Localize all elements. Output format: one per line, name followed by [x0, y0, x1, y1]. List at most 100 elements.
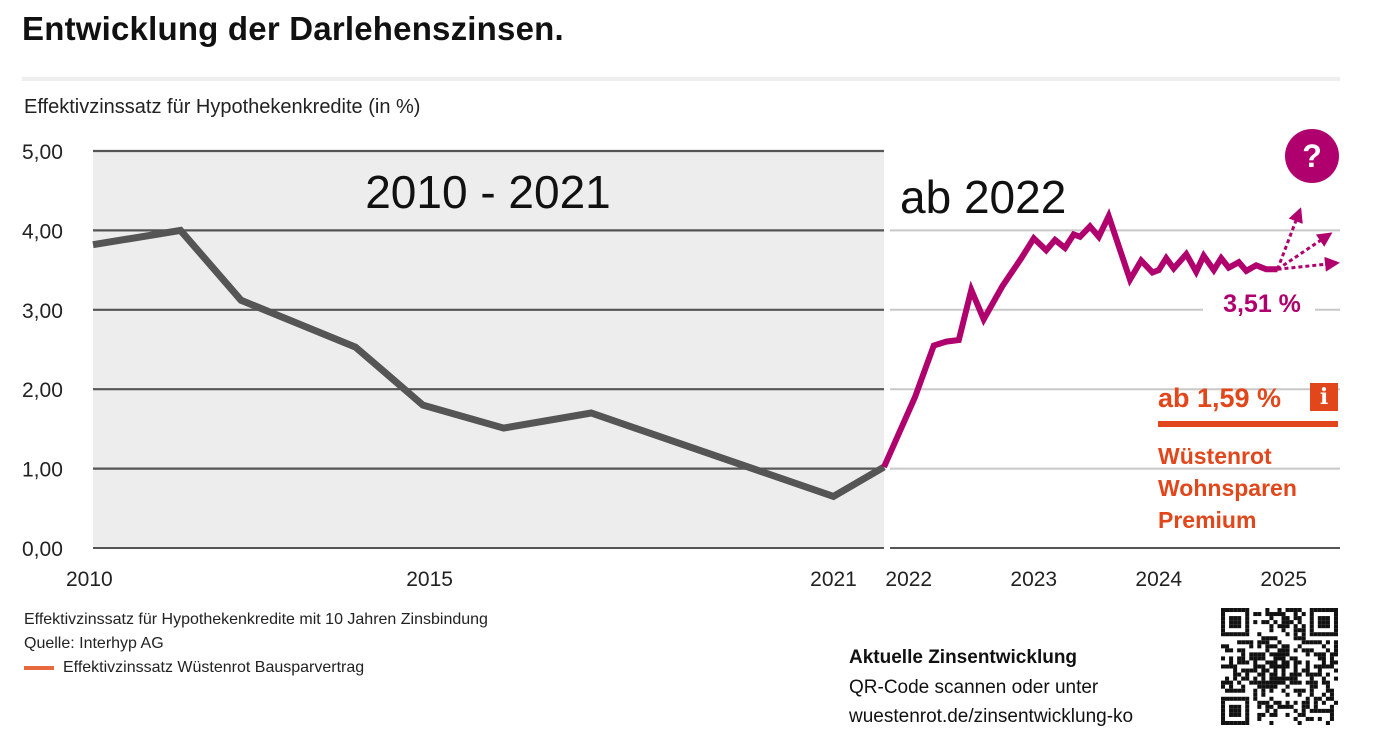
qr-module [1321, 660, 1326, 665]
qr-module [1321, 624, 1326, 629]
qr-module [1265, 636, 1270, 641]
end-value-label-bg [1203, 285, 1315, 319]
qr-module [1329, 716, 1334, 721]
qr-module [1309, 624, 1314, 629]
qr-module [1245, 668, 1250, 673]
qr-module [1277, 612, 1282, 617]
qr-module [1277, 680, 1282, 685]
qr-module [1221, 656, 1226, 661]
y-tick-label: 2,00 [22, 379, 63, 402]
qr-module [1241, 688, 1246, 693]
qr-code-icon[interactable] [1221, 608, 1338, 725]
qr-module [1305, 648, 1310, 653]
qr-module [1293, 648, 1298, 653]
qr-module [1265, 660, 1270, 665]
qr-module [1321, 692, 1326, 697]
qr-module [1241, 696, 1246, 701]
chart-subtitle: Effektivzinssatz für Hypothekenkredite (… [24, 96, 421, 118]
qr-module [1281, 660, 1286, 665]
qr-module [1245, 632, 1250, 637]
qr-module [1333, 632, 1338, 637]
qr-module [1221, 680, 1226, 685]
qr-module [1305, 704, 1310, 709]
qr-module [1281, 664, 1286, 669]
footnote-source: Quelle: Interhyp AG [24, 635, 164, 652]
promo-name-line3: Premium [1158, 507, 1257, 533]
qr-module [1285, 608, 1290, 613]
qr-module [1321, 616, 1326, 621]
qr-module [1309, 620, 1314, 625]
qr-module [1333, 644, 1338, 649]
qr-module [1321, 680, 1326, 685]
qr-module [1233, 712, 1238, 717]
qr-module [1281, 680, 1286, 685]
qr-module [1229, 616, 1234, 621]
cta-url[interactable]: wuestenrot.de/zinsentwicklung-ko [849, 706, 1134, 727]
qr-module [1277, 640, 1282, 645]
qr-module [1261, 680, 1266, 685]
footnote-description: Effektivzinssatz für Hypothekenkredite m… [24, 611, 488, 628]
qr-module [1313, 708, 1318, 713]
x-tick-label: 2024 [1135, 568, 1182, 591]
qr-module [1273, 672, 1278, 677]
qr-module [1245, 628, 1250, 633]
qr-module [1257, 704, 1262, 709]
qr-module [1233, 688, 1238, 693]
qr-module [1253, 696, 1258, 701]
qr-module [1233, 620, 1238, 625]
qr-module [1241, 640, 1246, 645]
qr-module [1325, 616, 1330, 621]
qr-module [1333, 616, 1338, 621]
qr-module [1245, 660, 1250, 665]
current-panel-label: ab 2022 [900, 171, 1066, 223]
qr-module [1309, 708, 1314, 713]
qr-module [1237, 632, 1242, 637]
qr-module [1249, 644, 1254, 649]
qr-module [1281, 652, 1286, 657]
qr-module [1245, 676, 1250, 681]
qr-module [1289, 672, 1294, 677]
qr-module [1221, 624, 1226, 629]
qr-module [1225, 664, 1230, 669]
qr-module [1329, 688, 1334, 693]
qr-module [1233, 708, 1238, 713]
qr-module [1265, 644, 1270, 649]
qr-module [1317, 664, 1322, 669]
qr-module [1289, 704, 1294, 709]
qr-module [1221, 628, 1226, 633]
qr-module [1241, 660, 1246, 665]
qr-module [1293, 656, 1298, 661]
qr-module [1273, 656, 1278, 661]
qr-module [1261, 640, 1266, 645]
qr-module [1297, 692, 1302, 697]
qr-module [1249, 668, 1254, 673]
y-tick-label: 5,00 [22, 141, 63, 164]
qr-module [1321, 608, 1326, 613]
qr-module [1329, 652, 1334, 657]
qr-module [1241, 676, 1246, 681]
qr-module [1261, 712, 1266, 717]
qr-module [1301, 640, 1306, 645]
qr-module [1273, 664, 1278, 669]
qr-module [1273, 636, 1278, 641]
qr-module [1257, 716, 1262, 721]
qr-module [1273, 668, 1278, 673]
qr-module [1249, 656, 1254, 661]
qr-module [1329, 696, 1334, 701]
historic-series-line [92, 226, 886, 501]
qr-module [1261, 676, 1266, 681]
qr-module [1241, 668, 1246, 673]
qr-module [1237, 660, 1242, 665]
qr-module [1309, 684, 1314, 689]
qr-module [1329, 704, 1334, 709]
qr-module [1285, 712, 1290, 717]
info-icon[interactable]: i [1310, 383, 1338, 411]
qr-module [1285, 676, 1290, 681]
qr-module [1333, 628, 1338, 633]
qr-module [1257, 632, 1262, 637]
qr-module [1245, 672, 1250, 677]
qr-module [1265, 612, 1270, 617]
x-tick-label: 2022 [885, 568, 932, 591]
qr-module [1273, 620, 1278, 625]
qr-module [1261, 636, 1266, 641]
